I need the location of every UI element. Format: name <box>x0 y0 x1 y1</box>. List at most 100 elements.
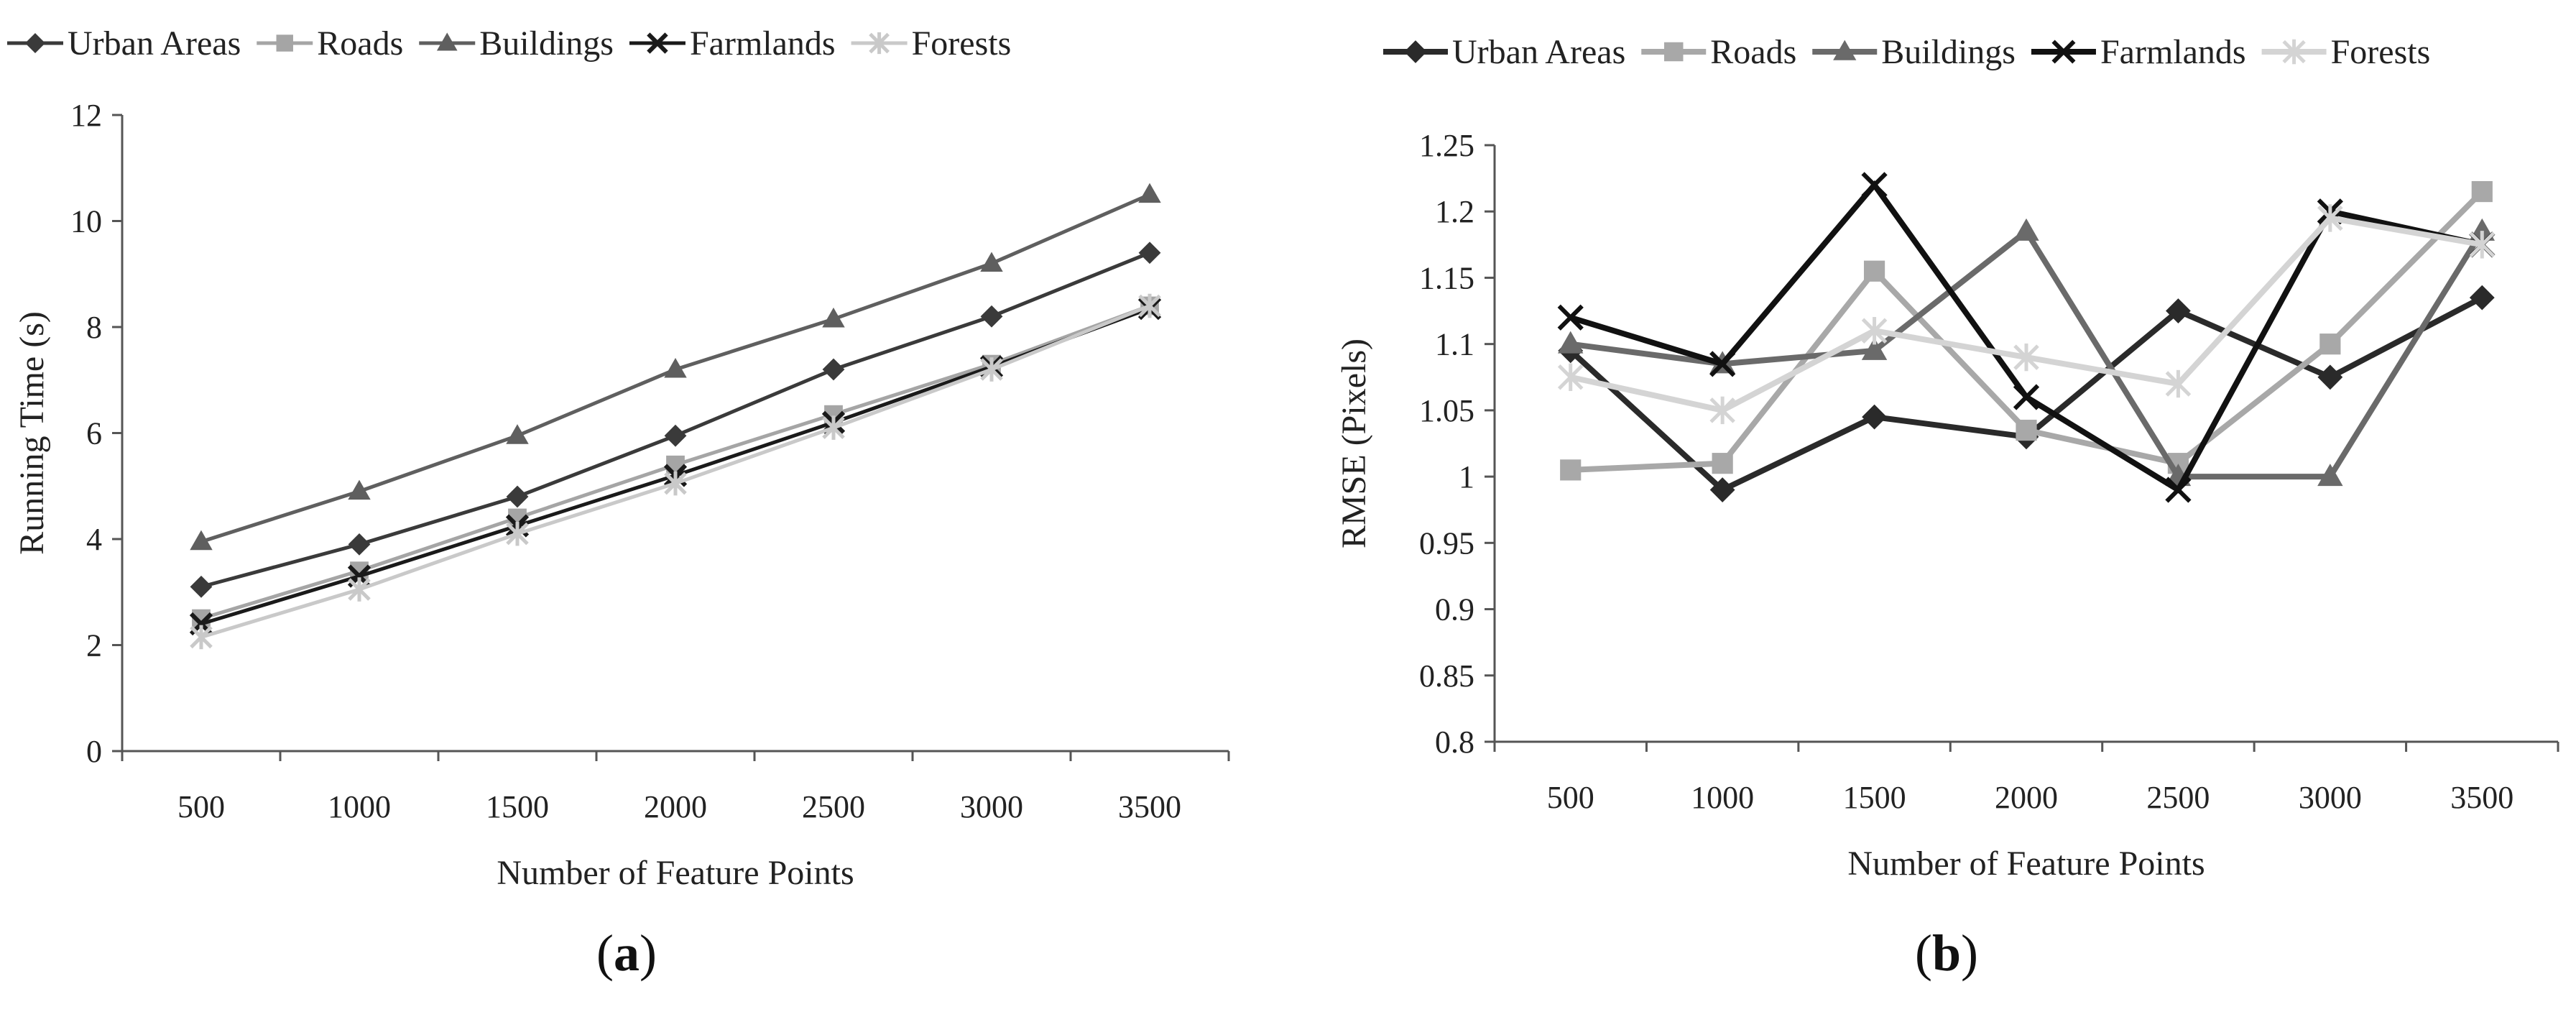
point-a-buildings-0 <box>190 530 213 551</box>
point-b-buildings-0 <box>1557 331 1584 354</box>
series-line-a-urban-areas <box>200 251 1150 589</box>
legend-label-b-farmlands: Farmlands <box>2100 33 2246 71</box>
point-b-roads-5 <box>2319 334 2341 355</box>
point-a-buildings-6 <box>1138 183 1161 203</box>
point-b-farmlands-2 <box>1861 172 1888 198</box>
point-b-urban-areas-5 <box>2317 364 2343 390</box>
point-b-forests-4 <box>2165 369 2192 398</box>
chart-b: 0.8 0.85 0.9 0.95 1 1.05 1.1 1.15 1.2 1.25 500 1000… <box>1335 33 2559 883</box>
legend-item-b-buildings: Buildings <box>1812 33 2016 71</box>
point-b-forests-6 <box>2469 231 2496 259</box>
y-tick-label-b-0: 0.8 <box>1435 724 1474 760</box>
point-b-farmlands-3-stroke-2 <box>2013 384 2040 410</box>
point-a-forests-6 <box>1138 293 1161 318</box>
point-b-urban-areas-2 <box>1862 404 1887 430</box>
y-axis-title-a: Running Time (s) <box>13 311 51 555</box>
x-tick-label-a-6: 3500 <box>1118 789 1181 824</box>
x-tick-label-b-6: 3500 <box>2450 780 2513 815</box>
point-b-urban-areas-6 <box>2469 285 2495 310</box>
point-a-buildings-5 <box>980 252 1003 272</box>
legend-marker-b-farmlands <box>2051 40 2076 64</box>
x-tick-label-b-0: 500 <box>1547 780 1594 815</box>
y-tick-label-b-5: 1.05 <box>1419 393 1474 428</box>
series-line-b-forests <box>1569 215 2483 414</box>
legend-item-a-forests: Forests <box>851 24 1011 63</box>
point-b-farmlands-4 <box>2165 477 2192 503</box>
point-a-urban-areas-5 <box>980 305 1003 328</box>
point-b-farmlands-3 <box>2013 384 2040 410</box>
y-tick-label-a-2: 4 <box>86 522 102 557</box>
y-tick-label-a-1: 2 <box>86 628 102 663</box>
legend-label-b-buildings: Buildings <box>1881 33 2016 71</box>
point-a-urban-areas-2 <box>506 485 529 508</box>
point-b-forests-5 <box>2317 204 2343 232</box>
legend-label-b-forests: Forests <box>2331 33 2431 71</box>
point-b-roads-2 <box>1863 260 1885 282</box>
legend-item-a-buildings: Buildings <box>419 24 614 63</box>
point-b-farmlands-0 <box>1557 304 1584 331</box>
y-tick-label-b-9: 1.25 <box>1419 128 1474 163</box>
legend-label-a-urban-areas: Urban Areas <box>68 24 241 63</box>
legend-marker-b-buildings <box>1833 40 1857 60</box>
legend-item-b-forests: Forests <box>2261 33 2431 71</box>
legend-label-b-roads: Roads <box>1710 33 1796 71</box>
x-axis-title-b: Number of Feature Points <box>1847 845 2205 883</box>
legend-marker-a-farmlands-stroke-2 <box>647 32 668 54</box>
caption-a: (a) <box>596 924 657 982</box>
legend-marker-a-roads <box>276 34 293 52</box>
legend-marker-b-farmlands-stroke-2 <box>2051 40 2076 64</box>
point-b-roads-6 <box>2471 180 2493 203</box>
point-b-farmlands-2-stroke-2 <box>1861 172 1888 198</box>
point-b-urban-areas-1 <box>1709 477 1735 502</box>
y-tick-label-b-7: 1.15 <box>1419 260 1474 295</box>
legend-label-a-buildings: Buildings <box>479 24 614 63</box>
point-a-buildings-4 <box>822 307 845 328</box>
x-tick-label-a-2: 1500 <box>486 789 549 824</box>
point-b-forests-1 <box>1709 396 1735 425</box>
legend-item-b-urban-areas: Urban Areas <box>1383 33 1625 71</box>
y-tick-label-b-6: 1.1 <box>1435 327 1474 362</box>
point-b-buildings-3 <box>2013 218 2039 241</box>
x-tick-label-b-2: 1500 <box>1843 780 1906 815</box>
y-tick-label-a-4: 8 <box>86 310 102 345</box>
legend-label-a-farmlands: Farmlands <box>690 24 836 63</box>
x-tick-label-a-0: 500 <box>177 789 225 824</box>
point-a-forests-1 <box>348 577 371 602</box>
point-a-forests-3 <box>664 471 687 496</box>
x-tick-label-a-4: 2500 <box>802 789 865 824</box>
x-axis-title-a: Number of Feature Points <box>497 854 854 892</box>
legend-label-b-urban-areas: Urban Areas <box>1452 33 1625 71</box>
y-tick-label-a-3: 6 <box>86 416 102 451</box>
point-a-buildings-3 <box>664 357 687 378</box>
point-a-forests-0 <box>190 625 213 650</box>
caption-b: (b) <box>1915 924 1979 982</box>
point-b-buildings-2 <box>1861 337 1888 360</box>
point-b-forests-0 <box>1557 363 1584 391</box>
point-a-urban-areas-4 <box>822 358 845 381</box>
point-a-forests-4 <box>822 415 845 440</box>
legend-item-a-farmlands: Farmlands <box>629 24 836 63</box>
legend-item-a-roads: Roads <box>257 24 403 63</box>
x-tick-label-b-4: 2500 <box>2146 780 2210 815</box>
y-tick-label-b-8: 1.2 <box>1435 194 1474 229</box>
legend-item-a-urban-areas: Urban Areas <box>7 24 241 63</box>
x-tick-label-a-1: 1000 <box>328 789 391 824</box>
point-a-buildings-1 <box>348 479 371 500</box>
y-tick-label-b-4: 1 <box>1459 459 1474 494</box>
point-a-forests-2 <box>506 521 529 546</box>
caption-b-letter: b <box>1931 924 1962 982</box>
point-b-buildings-5 <box>2317 464 2343 487</box>
point-a-forests-5 <box>980 357 1003 382</box>
legend-marker-b-roads <box>1664 42 1684 62</box>
point-a-urban-areas-3 <box>664 424 687 447</box>
legend-marker-b-forests <box>2282 39 2306 65</box>
point-a-urban-areas-1 <box>348 533 371 556</box>
y-tick-label-b-3: 0.95 <box>1419 525 1474 561</box>
x-tick-label-b-3: 2000 <box>1995 780 2058 815</box>
chart-a: 0 2 4 6 8 10 12 500 1000 1500 2000 2500 3000 3500 Numb… <box>7 24 1230 892</box>
y-tick-label-a-6: 12 <box>70 98 102 133</box>
point-b-farmlands-1-stroke-2 <box>1709 351 1736 377</box>
legend-marker-a-farmlands <box>647 32 668 54</box>
x-tick-label-a-3: 2000 <box>644 789 707 824</box>
